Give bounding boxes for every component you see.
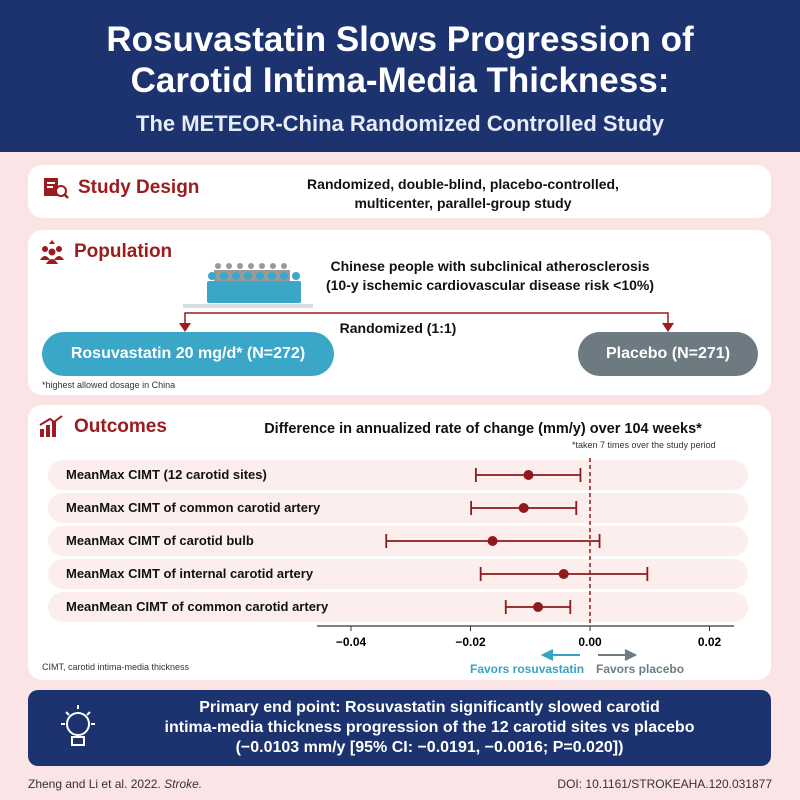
people-group-icon [40,240,64,264]
arrow-left-icon [540,649,580,661]
title-line-1: Rosuvastatin Slows Progression of [106,20,694,59]
rosuvastatin-arm: Rosuvastatin 20 mg/d* (N=272) [42,332,334,376]
table-row [48,592,748,622]
outcome-label: MeanMean CIMT of common carotid artery [66,599,329,614]
outcome-label: MeanMax CIMT of common carotid artery [66,500,321,515]
outcome-label: MeanMax CIMT of carotid bulb [66,533,254,548]
study-design-card: Study Design Randomized, double-blind, p… [28,165,771,218]
randomized-label: Randomized (1:1) [339,320,457,336]
population-heading: Population [74,241,173,262]
dosage-footnote: *highest allowed dosage in China [42,380,176,390]
primary-line-2: intima-media thickness progression of th… [164,719,695,736]
chart-note: *taken 7 times over the study period [572,440,716,450]
point-estimate [518,503,529,513]
point-estimate [533,602,544,612]
study-design-text-2: multicenter, parallel-group study [354,195,572,211]
arrow-right-icon [598,649,638,661]
header: Rosuvastatin Slows Progression of Carotid… [0,0,800,152]
title-line-2: Carotid Intima-Media Thickness: [130,61,670,100]
subtitle: The METEOR-China Randomized Controlled S… [136,111,664,136]
point-estimate [487,536,498,546]
x-tick-label: 0.00 [578,635,602,649]
cimt-abbrev: CIMT, carotid intima-media thickness [42,662,190,672]
placebo-arm: Placebo (N=271) [578,332,758,376]
table-row [48,493,748,523]
population-text-1: Chinese people with subclinical atherosc… [330,258,650,274]
population-card: Population Chinese people with subclinic… [28,230,771,395]
randomization-arrow [179,312,674,332]
primary-line-1: Primary end point: Rosuvastatin signific… [199,699,660,716]
point-estimate [558,569,569,579]
lightbulb-icon [61,705,95,746]
doi: DOI: 10.1161/STROKEAHA.120.031877 [557,777,772,791]
bar-chart-icon [39,415,63,437]
study-design-text-1: Randomized, double-blind, placebo-contro… [307,176,619,192]
forest-plot: −0.04 −0.02 0.00 0.02 [316,458,734,661]
primary-line-3: (−0.0103 mm/y [95% CI: −0.0191, −0.0016;… [235,739,624,756]
table-row [48,460,748,490]
journal: Stroke. [164,777,203,791]
study-design-heading: Study Design [78,177,200,198]
primary-endpoint-banner: Primary end point: Rosuvastatin signific… [28,690,771,766]
outcome-label: MeanMax CIMT of internal carotid artery [66,566,314,581]
outcomes-heading: Outcomes [74,416,167,437]
x-tick-label: −0.04 [336,635,367,649]
citation: Zheng and Li et al. 2022. Stroke. [28,777,202,791]
population-text-2: (10-y ischemic cardiovascular disease ri… [325,277,655,293]
x-tick-label: 0.02 [698,635,722,649]
citation-text: Zheng and Li et al. 2022. [28,777,161,791]
outcome-label: MeanMax CIMT (12 carotid sites) [66,467,267,482]
chart-title: Difference in annualized rate of change … [264,421,702,437]
crowd-icon [183,263,313,308]
document-search-icon [44,178,69,199]
point-estimate [523,470,534,480]
x-tick-label: −0.02 [455,635,486,649]
favors-placebo-label: Favors placebo [596,662,685,676]
favors-rosuvastatin-label: Favors rosuvastatin [470,662,585,676]
